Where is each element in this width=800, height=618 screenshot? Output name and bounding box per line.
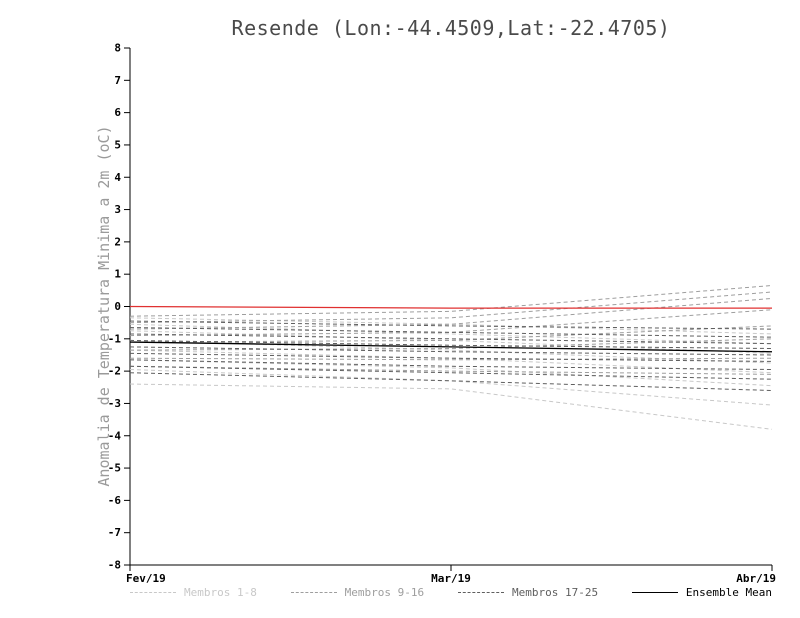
member-line (129, 357, 773, 361)
member-line (129, 317, 773, 335)
y-tick-label: 1 (114, 268, 121, 281)
member-line (129, 349, 773, 374)
y-tick-label: -7 (108, 526, 121, 539)
member-line (129, 338, 773, 351)
member-line (129, 346, 773, 356)
legend-line-sample (457, 592, 504, 593)
legend-line-sample (130, 592, 176, 593)
chart-title: Resende (Lon:-44.4509,Lat:-22.4705) (231, 16, 671, 40)
legend-label: Membros 1-8 (184, 586, 257, 599)
member-line (129, 297, 773, 330)
ensemble-mean-line (129, 341, 773, 353)
legend-item: Membros 9-16 (290, 586, 425, 599)
x-tick-label: Abr/19 (736, 572, 776, 585)
legend-item: Membros 1-8 (130, 586, 257, 599)
y-tick-label: -2 (108, 365, 121, 378)
x-tick-label: Fev/19 (126, 572, 166, 585)
member-line (129, 372, 773, 392)
member-line (129, 325, 773, 343)
member-line (129, 365, 773, 380)
y-tick-label: -6 (108, 494, 122, 507)
member-line (129, 339, 773, 350)
legend-label: Membros 17-25 (511, 586, 599, 599)
member-line (129, 320, 773, 330)
y-tick-label: -1 (108, 332, 122, 345)
member-line (129, 323, 773, 345)
legend-label: Ensemble Mean (685, 586, 772, 599)
y-tick-label: 6 (114, 106, 121, 119)
reference-line (129, 305, 772, 309)
y-tick-label: 5 (114, 138, 121, 151)
legend-item: Ensemble Mean (631, 586, 772, 599)
member-line (129, 327, 773, 338)
legend: Membros 1-8 Membros 9-16 Membros 17-25 Ense… (130, 586, 772, 599)
member-line (129, 333, 773, 345)
y-tick-label: 2 (114, 235, 121, 248)
y-tick-label: 8 (114, 42, 121, 55)
member-line (129, 291, 773, 324)
y-tick-label: -5 (108, 462, 121, 475)
legend-line-sample (290, 592, 337, 593)
member-line (129, 383, 773, 430)
y-tick-label: 3 (114, 203, 121, 216)
y-tick-label: 7 (114, 74, 121, 87)
member-line (129, 359, 773, 387)
y-tick-label: -4 (108, 429, 122, 442)
member-line (129, 330, 773, 354)
legend-item: Membros 17-25 (457, 586, 599, 599)
x-tick-label: Mar/19 (431, 572, 471, 585)
legend-line-sample (631, 592, 678, 593)
y-tick-label: 0 (114, 300, 121, 313)
y-tick-label: 4 (114, 171, 121, 184)
member-line (129, 309, 773, 337)
y-tick-label: -3 (108, 397, 121, 410)
member-line (129, 352, 773, 362)
legend-label: Membros 9-16 (344, 586, 425, 599)
member-line (129, 359, 773, 371)
member-line (129, 369, 773, 406)
y-tick-label: -8 (108, 559, 121, 572)
member-line (129, 284, 773, 317)
member-line (129, 365, 773, 375)
